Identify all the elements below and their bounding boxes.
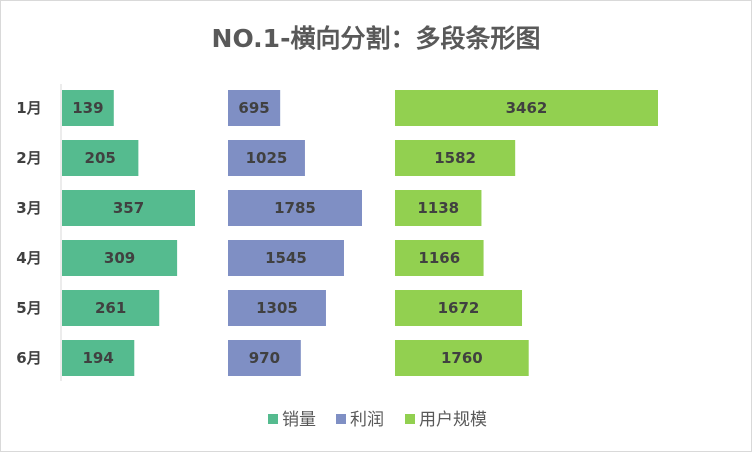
data-label: 970: [249, 349, 280, 367]
category-label: 1月: [16, 99, 41, 117]
series-panel-3: 3462 1582 1138 1166 1672 1760: [395, 90, 658, 376]
series-panel-1: 139 205 357 309 261 194: [62, 90, 195, 376]
data-label: 1760: [441, 349, 483, 367]
bar[interactable]: [62, 240, 178, 276]
legend-item[interactable]: 销量: [268, 410, 316, 430]
data-label: 357: [113, 199, 144, 217]
data-label: 194: [82, 349, 113, 367]
legend-label: 销量: [282, 410, 316, 430]
category-labels: 1月 2月 3月 4月 5月 6月: [16, 99, 41, 367]
bar[interactable]: [62, 190, 195, 226]
bar[interactable]: [228, 140, 305, 176]
bar[interactable]: [395, 240, 484, 276]
data-label: 1582: [434, 149, 476, 167]
data-label: 1672: [438, 299, 480, 317]
category-label: 6月: [16, 349, 41, 367]
bar[interactable]: [228, 290, 326, 326]
legend[interactable]: 销量 利润 用户规模: [268, 410, 487, 430]
bar[interactable]: [62, 340, 135, 376]
legend-swatch: [268, 414, 278, 424]
legend-swatch: [405, 414, 415, 424]
data-label: 309: [104, 249, 135, 267]
series-panel-2: 695 1025 1785 1545 1305 970: [228, 90, 362, 376]
data-label: 261: [95, 299, 126, 317]
category-label: 3月: [16, 199, 41, 217]
bar[interactable]: [228, 90, 281, 126]
bar[interactable]: [62, 290, 160, 326]
data-label: 1025: [246, 149, 288, 167]
legend-label: 用户规模: [419, 410, 487, 430]
data-label: 139: [72, 99, 103, 117]
bar[interactable]: [228, 340, 301, 376]
data-label: 1166: [418, 249, 460, 267]
data-label: 205: [85, 149, 116, 167]
data-label: 3462: [506, 99, 548, 117]
bar[interactable]: [395, 140, 516, 176]
legend-swatch: [336, 414, 346, 424]
chart-title: NO.1-横向分割：多段条形图: [212, 24, 541, 53]
legend-item[interactable]: 用户规模: [405, 410, 487, 430]
data-label: 1305: [256, 299, 298, 317]
data-label: 1545: [265, 249, 307, 267]
category-label: 5月: [16, 299, 41, 317]
data-label: 1785: [274, 199, 316, 217]
bar[interactable]: [395, 190, 482, 226]
bar[interactable]: [228, 240, 344, 276]
bar[interactable]: [62, 140, 139, 176]
category-label: 4月: [16, 249, 41, 267]
legend-item[interactable]: 利润: [336, 410, 384, 430]
category-label: 2月: [16, 149, 41, 167]
data-label: 695: [238, 99, 269, 117]
bar[interactable]: [228, 190, 362, 226]
bar[interactable]: [395, 290, 523, 326]
bar-panels: 139 205 357 309 261 194 695 1025 1785 1545 1305 970…: [62, 90, 658, 376]
data-label: 1138: [417, 199, 459, 217]
bar[interactable]: [395, 340, 529, 376]
bar[interactable]: [395, 90, 658, 126]
legend-label: 利润: [350, 410, 384, 430]
bar[interactable]: [62, 90, 114, 126]
